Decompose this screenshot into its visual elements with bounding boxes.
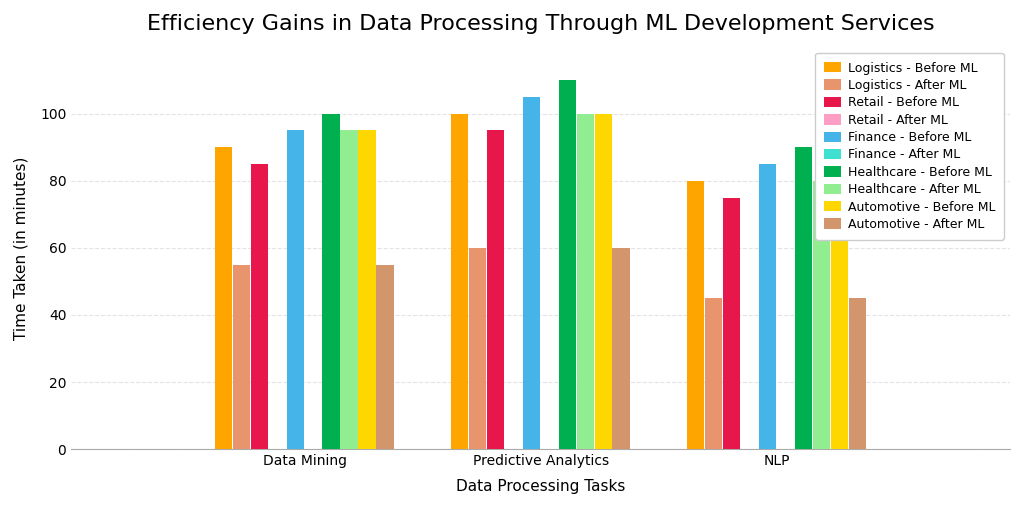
Bar: [451, 114, 468, 449]
Bar: [577, 114, 594, 449]
Bar: [687, 181, 705, 449]
Bar: [287, 131, 304, 449]
Y-axis label: Time Taken (in minutes): Time Taken (in minutes): [14, 156, 29, 339]
Bar: [486, 131, 504, 449]
Bar: [522, 97, 540, 449]
Bar: [723, 198, 740, 449]
Bar: [830, 231, 848, 449]
Bar: [377, 265, 393, 449]
Bar: [215, 147, 232, 449]
Bar: [795, 147, 812, 449]
Bar: [232, 265, 250, 449]
Bar: [759, 164, 776, 449]
X-axis label: Data Processing Tasks: Data Processing Tasks: [456, 479, 626, 494]
Bar: [358, 131, 376, 449]
Bar: [340, 131, 357, 449]
Bar: [559, 80, 575, 449]
Bar: [849, 298, 866, 449]
Bar: [705, 298, 722, 449]
Legend: Logistics - Before ML, Logistics - After ML, Retail - Before ML, Retail - After : Logistics - Before ML, Logistics - After…: [815, 53, 1004, 240]
Bar: [469, 248, 486, 449]
Bar: [323, 114, 340, 449]
Bar: [612, 248, 630, 449]
Bar: [595, 114, 611, 449]
Bar: [251, 164, 268, 449]
Title: Efficiency Gains in Data Processing Through ML Development Services: Efficiency Gains in Data Processing Thro…: [146, 14, 935, 34]
Bar: [813, 181, 830, 449]
